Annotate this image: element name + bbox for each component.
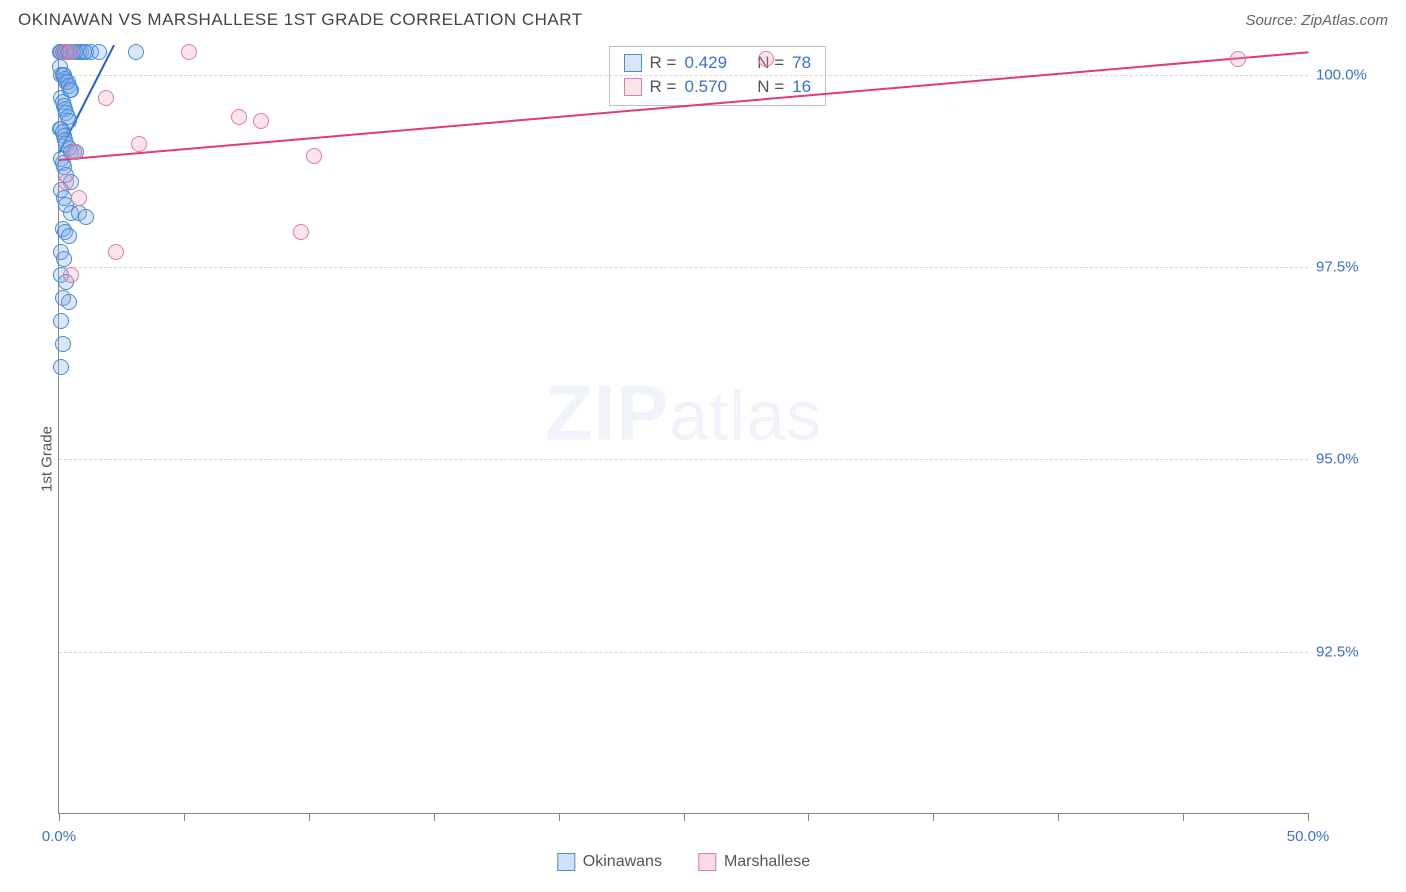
y-tick-label: 97.5% — [1316, 259, 1380, 276]
stats-row: R = 0.429 N = 78 — [624, 51, 812, 75]
data-point — [91, 44, 107, 60]
data-point — [61, 228, 77, 244]
x-tick — [59, 813, 60, 821]
legend-item: Okinawans — [557, 853, 662, 871]
x-tick — [434, 813, 435, 821]
data-point — [71, 190, 87, 206]
x-tick — [309, 813, 310, 821]
y-tick-label: 95.0% — [1316, 451, 1380, 468]
data-point — [293, 224, 309, 240]
data-point — [61, 294, 77, 310]
stats-row: R = 0.570 N = 16 — [624, 75, 812, 99]
data-point — [58, 174, 74, 190]
gridline-h — [59, 459, 1308, 460]
data-point — [181, 44, 197, 60]
data-point — [128, 44, 144, 60]
chart-title: OKINAWAN VS MARSHALLESE 1ST GRADE CORREL… — [18, 10, 583, 30]
source-attribution: Source: ZipAtlas.com — [1245, 12, 1388, 29]
legend-label: Okinawans — [583, 853, 662, 871]
x-tick-label: 0.0% — [42, 828, 76, 845]
data-point — [66, 144, 82, 160]
stats-r-value: 0.429 — [684, 53, 727, 73]
data-point — [108, 244, 124, 260]
legend-item: Marshallese — [698, 853, 810, 871]
stats-n-value: 78 — [792, 53, 811, 73]
stats-r-label: R = — [650, 77, 677, 97]
data-point — [78, 209, 94, 225]
data-point — [253, 113, 269, 129]
data-point — [131, 136, 147, 152]
data-point — [63, 44, 79, 60]
gridline-h — [59, 652, 1308, 653]
gridline-h — [59, 267, 1308, 268]
data-point — [306, 148, 322, 164]
x-tick — [1308, 813, 1309, 821]
x-tick — [1058, 813, 1059, 821]
x-tick — [559, 813, 560, 821]
data-point — [53, 313, 69, 329]
data-point — [55, 336, 71, 352]
stats-r-value: 0.570 — [684, 77, 727, 97]
legend-swatch — [624, 78, 642, 96]
stats-n-label: N = — [757, 77, 784, 97]
legend-swatch — [698, 853, 716, 871]
gridline-h — [59, 75, 1308, 76]
data-point — [56, 251, 72, 267]
data-point — [53, 359, 69, 375]
data-point — [1230, 51, 1246, 67]
stats-r-label: R = — [650, 53, 677, 73]
x-tick — [933, 813, 934, 821]
y-tick-label: 92.5% — [1316, 643, 1380, 660]
watermark: ZIPatlas — [545, 368, 822, 459]
x-tick — [684, 813, 685, 821]
legend-label: Marshallese — [724, 853, 810, 871]
x-tick — [1183, 813, 1184, 821]
data-point — [758, 51, 774, 67]
x-tick — [184, 813, 185, 821]
legend-swatch — [624, 54, 642, 72]
data-point — [63, 267, 79, 283]
legend-swatch — [557, 853, 575, 871]
data-point — [231, 109, 247, 125]
y-axis-label: 1st Grade — [38, 426, 55, 492]
chart-container: 1st Grade ZIPatlas R = 0.429 N = 78R = 0… — [18, 44, 1388, 874]
x-tick — [808, 813, 809, 821]
plot-area: ZIPatlas R = 0.429 N = 78R = 0.570 N = 1… — [58, 44, 1308, 814]
legend: Okinawans Marshallese — [557, 853, 810, 871]
y-tick-label: 100.0% — [1316, 66, 1380, 83]
x-tick-label: 50.0% — [1287, 828, 1330, 845]
data-point — [98, 90, 114, 106]
